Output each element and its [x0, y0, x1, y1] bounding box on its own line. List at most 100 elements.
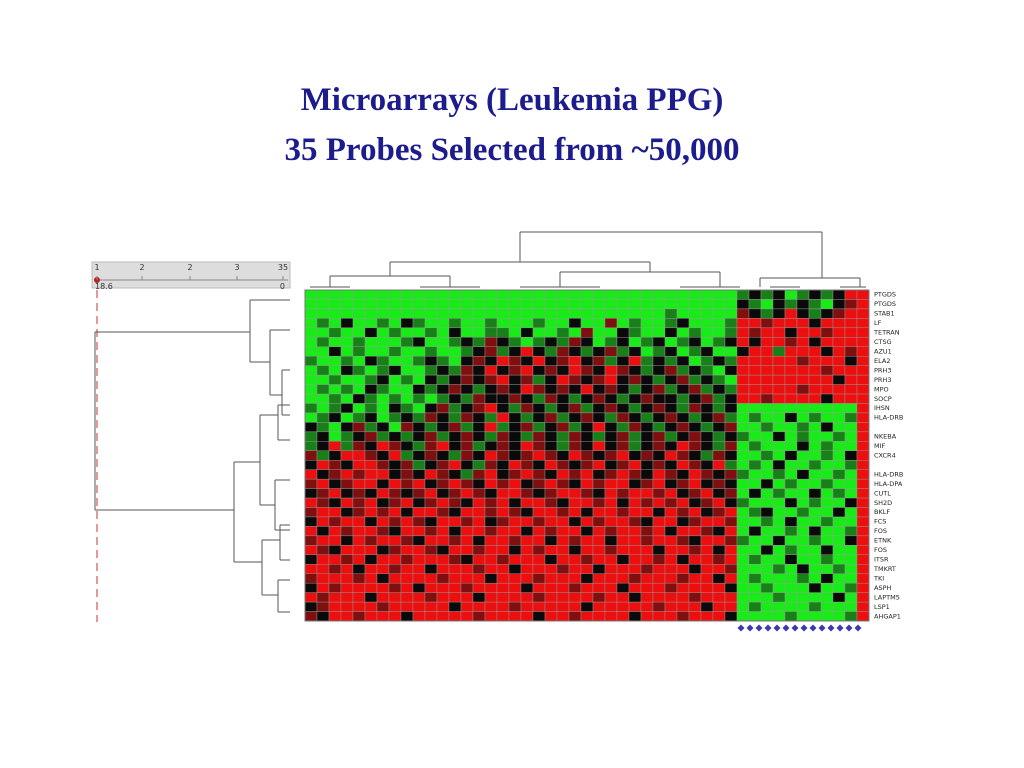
heatmap-cell — [316, 412, 330, 423]
heatmap-cell — [604, 384, 618, 395]
heatmap-cell — [520, 337, 534, 347]
heatmap-cell — [472, 478, 486, 489]
heatmap-cell — [400, 535, 414, 546]
heatmap-cell — [316, 611, 330, 622]
row-label: ASPH — [874, 584, 891, 592]
class-marker — [809, 624, 817, 632]
heatmap-cell — [556, 545, 570, 555]
heatmap-cell — [412, 601, 426, 612]
heatmap-cell — [556, 469, 570, 480]
heatmap-cell — [856, 497, 870, 508]
heatmap-cell — [484, 573, 498, 584]
heatmap-cell — [508, 535, 522, 546]
heatmap-cell — [328, 412, 342, 423]
heatmap-cell — [460, 308, 474, 319]
heatmap-cell — [760, 384, 774, 395]
heatmap-cell — [604, 337, 618, 347]
heatmap-cell — [688, 337, 702, 347]
heatmap-cell — [628, 346, 642, 357]
heatmap-cell — [520, 318, 534, 329]
heatmap-cell — [856, 346, 870, 357]
heatmap-cell — [544, 384, 558, 395]
heatmap-cell — [688, 422, 702, 433]
heatmap-cell — [676, 592, 690, 603]
heatmap-cell — [604, 573, 618, 584]
heatmap-cell — [376, 611, 390, 622]
heatmap-cell — [700, 441, 714, 451]
heatmap-cell — [568, 365, 582, 376]
heatmap-cell — [616, 545, 630, 555]
heatmap-cell — [376, 507, 390, 518]
row-label: SH2D — [874, 499, 892, 507]
heatmap-cell — [352, 308, 366, 319]
heatmap-cell — [508, 337, 522, 347]
heatmap-cell — [628, 308, 642, 319]
heatmap-cell — [736, 450, 750, 461]
heatmap-cell — [664, 384, 678, 395]
heatmap-cell — [340, 384, 354, 395]
heatmap-cell — [724, 441, 738, 451]
heatmap-cell — [568, 535, 582, 546]
heatmap-cell — [556, 384, 570, 395]
heatmap-cell — [364, 365, 378, 376]
heatmap-cell — [724, 356, 738, 366]
heatmap-cell — [436, 488, 450, 499]
heatmap-cell — [796, 582, 810, 593]
heatmap-cell — [712, 403, 726, 414]
heatmap-cell — [700, 545, 714, 555]
heatmap-cell — [628, 460, 642, 470]
heatmap-cell — [472, 573, 486, 584]
heatmap-cell — [388, 318, 402, 329]
heatmap-cell — [712, 611, 726, 622]
heatmap-cell — [724, 554, 738, 565]
heatmap-cell — [388, 469, 402, 480]
heatmap-cell — [304, 478, 318, 489]
heatmap-cell — [352, 526, 366, 537]
heatmap-cell — [664, 545, 678, 555]
heatmap-cell — [712, 460, 726, 470]
heatmap-cell — [580, 346, 594, 357]
heatmap-cell — [652, 469, 666, 480]
heatmap-cell — [820, 469, 834, 480]
heatmap-cell — [820, 497, 834, 508]
heatmap-cell — [712, 412, 726, 423]
heatmap-cell — [832, 441, 846, 451]
heatmap-cell — [388, 374, 402, 385]
heatmap-cell — [472, 516, 486, 527]
heatmap-cell — [304, 564, 318, 574]
heatmap-cell — [340, 497, 354, 508]
heatmap-cell — [376, 469, 390, 480]
heatmap-cell — [832, 582, 846, 593]
scale-tick-label: 2 — [187, 263, 192, 272]
heatmap-cell — [736, 478, 750, 489]
heatmap-cell — [424, 450, 438, 461]
heatmap-cell — [856, 365, 870, 376]
heatmap-cell — [436, 507, 450, 518]
heatmap-cell — [592, 507, 606, 518]
heatmap-cell — [412, 582, 426, 593]
heatmap-cell — [712, 573, 726, 584]
heatmap-cell — [724, 516, 738, 527]
heatmap-cell — [424, 422, 438, 433]
heatmap-cell — [328, 497, 342, 508]
heatmap-cell — [448, 365, 462, 376]
heatmap-cell — [352, 327, 366, 338]
heatmap-cell — [724, 611, 738, 622]
heatmap-cell — [808, 403, 822, 414]
heatmap-cell — [448, 526, 462, 537]
heatmap-cell — [664, 299, 678, 310]
heatmap-cell — [460, 592, 474, 603]
heatmap-cell — [424, 441, 438, 451]
heatmap-cell — [712, 384, 726, 395]
heatmap-cell — [772, 308, 786, 319]
heatmap-cell — [424, 374, 438, 385]
heatmap-cell — [652, 601, 666, 612]
heatmap-cell — [820, 545, 834, 555]
heatmap-cell — [832, 403, 846, 414]
heatmap-cell — [736, 573, 750, 584]
heatmap-cell — [592, 469, 606, 480]
heatmap-cell — [592, 337, 606, 347]
heatmap-cell — [688, 564, 702, 574]
class-marker — [782, 624, 790, 632]
heatmap-cell — [580, 384, 594, 395]
